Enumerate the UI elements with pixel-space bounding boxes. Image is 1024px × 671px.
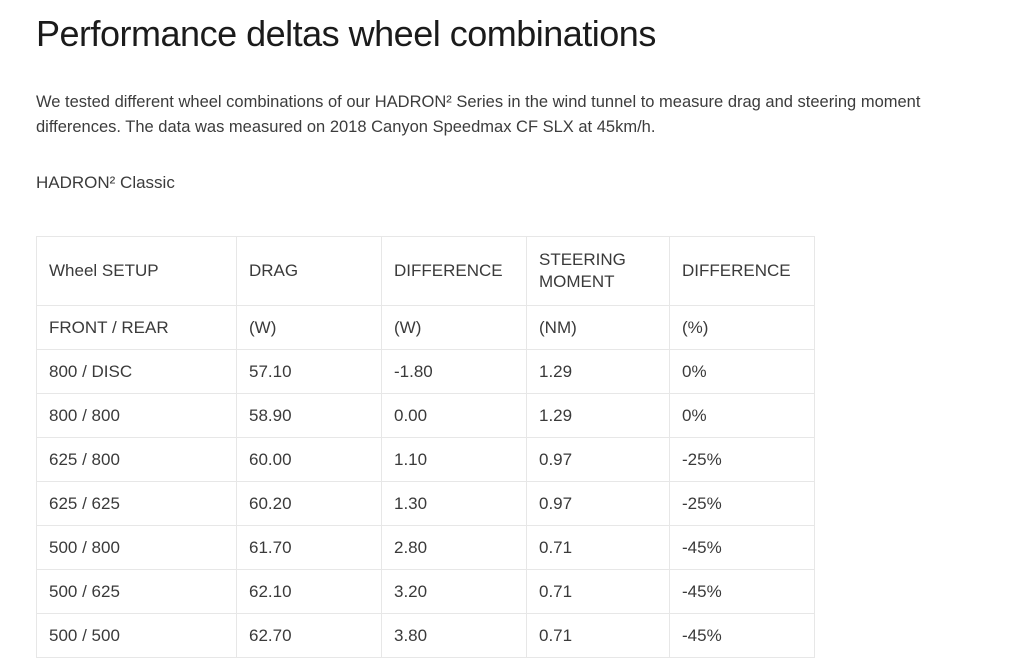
table-cell: 1.29 bbox=[526, 393, 670, 438]
table-cell: -45% bbox=[669, 613, 815, 658]
table-cell: -1.80 bbox=[381, 349, 527, 394]
table-cell: 500 / 800 bbox=[36, 525, 237, 570]
table-cell: 625 / 800 bbox=[36, 437, 237, 482]
product-subheading: HADRON² Classic bbox=[36, 173, 175, 192]
table-cell: 60.00 bbox=[236, 437, 382, 482]
table-cell: 1.10 bbox=[381, 437, 527, 482]
table-cell: 500 / 625 bbox=[36, 569, 237, 614]
performance-table: Wheel SETUP DRAG DIFFERENCE STEERING MOM… bbox=[36, 236, 815, 658]
table-row: 625 / 625 60.20 1.30 0.97 -25% bbox=[36, 481, 815, 526]
table-row: 800 / DISC 57.10 -1.80 1.29 0% bbox=[36, 349, 815, 394]
header-drag: DRAG bbox=[236, 236, 382, 306]
table-cell: 1.30 bbox=[381, 481, 527, 526]
table-cell: 0.97 bbox=[526, 437, 670, 482]
table-cell: 2.80 bbox=[381, 525, 527, 570]
page-title: Performance deltas wheel combinations bbox=[36, 13, 656, 54]
header-steering-moment: STEERING MOMENT bbox=[526, 236, 670, 306]
table-cell: 800 / 800 bbox=[36, 393, 237, 438]
table-cell: 0.71 bbox=[526, 613, 670, 658]
table-cell: FRONT / REAR bbox=[36, 305, 237, 350]
table-cell: -25% bbox=[669, 481, 815, 526]
table-row: 500 / 800 61.70 2.80 0.71 -45% bbox=[36, 525, 815, 570]
table-row: 800 / 800 58.90 0.00 1.29 0% bbox=[36, 393, 815, 438]
table-cell: 0.97 bbox=[526, 481, 670, 526]
table-cell: 61.70 bbox=[236, 525, 382, 570]
table-cell: 625 / 625 bbox=[36, 481, 237, 526]
table-cell: 3.80 bbox=[381, 613, 527, 658]
table-cell: (%) bbox=[669, 305, 815, 350]
table-cell: 0.00 bbox=[381, 393, 527, 438]
table-cell: 58.90 bbox=[236, 393, 382, 438]
table-cell: 0.71 bbox=[526, 569, 670, 614]
table-cell: 0.71 bbox=[526, 525, 670, 570]
table-cell: 1.29 bbox=[526, 349, 670, 394]
table-cell: 0% bbox=[669, 349, 815, 394]
table-cell: 500 / 500 bbox=[36, 613, 237, 658]
table-cell: -45% bbox=[669, 525, 815, 570]
table-cell: (W) bbox=[236, 305, 382, 350]
intro-paragraph: We tested different wheel combinations o… bbox=[36, 93, 921, 136]
table-cell: 57.10 bbox=[236, 349, 382, 394]
table-cell: 0% bbox=[669, 393, 815, 438]
header-wheel-setup: Wheel SETUP bbox=[36, 236, 237, 306]
header-steering-difference: DIFFERENCE bbox=[669, 236, 815, 306]
table-cell: 800 / DISC bbox=[36, 349, 237, 394]
table-cell: 62.10 bbox=[236, 569, 382, 614]
table-cell: 62.70 bbox=[236, 613, 382, 658]
table-cell: 60.20 bbox=[236, 481, 382, 526]
table-header-row: Wheel SETUP DRAG DIFFERENCE STEERING MOM… bbox=[36, 236, 815, 306]
table-cell: -45% bbox=[669, 569, 815, 614]
table-row-units: FRONT / REAR (W) (W) (NM) (%) bbox=[36, 305, 815, 350]
table-cell: (W) bbox=[381, 305, 527, 350]
table-row: 500 / 625 62.10 3.20 0.71 -45% bbox=[36, 569, 815, 614]
header-drag-difference: DIFFERENCE bbox=[381, 236, 527, 306]
table-cell: (NM) bbox=[526, 305, 670, 350]
table-row: 500 / 500 62.70 3.80 0.71 -45% bbox=[36, 613, 815, 658]
table-cell: 3.20 bbox=[381, 569, 527, 614]
table-row: 625 / 800 60.00 1.10 0.97 -25% bbox=[36, 437, 815, 482]
table-cell: -25% bbox=[669, 437, 815, 482]
